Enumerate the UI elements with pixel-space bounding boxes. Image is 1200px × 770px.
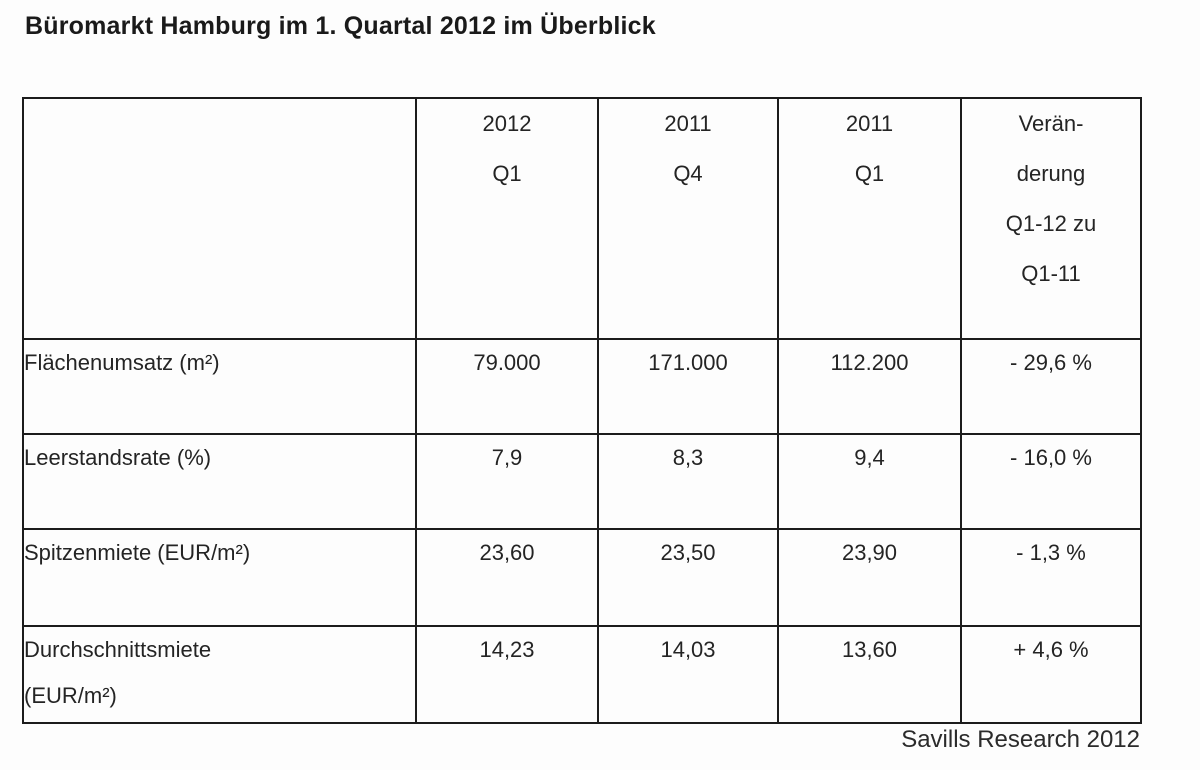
header-line: derung — [1016, 161, 1086, 186]
row-label: Flächenumsatz (m²) — [22, 338, 417, 435]
header-cell-2011-q1: 2011 Q1 — [777, 97, 962, 340]
cell-value: 14,03 — [597, 625, 779, 724]
cell-value: 171.000 — [597, 338, 779, 435]
row-label-line: Durchschnittsmiete — [24, 637, 212, 662]
page-title: Büromarkt Hamburg im 1. Quartal 2012 im … — [25, 12, 656, 40]
header-cell-2011-q4: 2011 Q4 — [597, 97, 779, 340]
row-label: Spitzenmiete (EUR/m²) — [22, 528, 417, 627]
row-label-line: (EUR/m²) — [24, 683, 117, 708]
header-line: Q1-11 — [1021, 261, 1081, 286]
cell-value: 13,60 — [777, 625, 962, 724]
header-line: Q1-12 zu — [1005, 211, 1097, 236]
header-line: Verän- — [1018, 111, 1084, 136]
header-line: Q1 — [492, 161, 522, 186]
row-label-line: Spitzenmiete (EUR/m²) — [24, 540, 251, 565]
header-line: 2011 — [845, 111, 894, 136]
row-label-line: Leerstandsrate (%) — [24, 445, 212, 470]
table-row-leerstandsrate: Leerstandsrate (%) 7,9 8,3 9,4 - 16,0 % — [22, 433, 1142, 530]
cell-value: 9,4 — [777, 433, 962, 530]
cell-value: 23,50 — [597, 528, 779, 627]
row-label: Durchschnittsmiete (EUR/m²) — [22, 625, 417, 724]
header-line: 2012 — [482, 111, 532, 136]
cell-value: 23,60 — [415, 528, 599, 627]
header-cell-change: Verän- derung Q1-12 zu Q1-11 — [960, 97, 1142, 340]
table-row-durchschnittsmiete: Durchschnittsmiete (EUR/m²) 14,23 14,03 … — [22, 625, 1142, 724]
header-line: Q4 — [673, 161, 703, 186]
row-label-line: Flächenumsatz (m²) — [24, 350, 220, 375]
header-line: 2011 — [664, 111, 712, 136]
source-credit: Savills Research 2012 — [901, 726, 1140, 753]
table-row-flaechenumsatz: Flächenumsatz (m²) 79.000 171.000 112.20… — [22, 338, 1142, 435]
table-header-row: 2012 Q1 2011 Q4 2011 Q1 Verän- derung Q1… — [22, 97, 1142, 340]
market-overview-table: 2012 Q1 2011 Q4 2011 Q1 Verän- derung Q1… — [22, 97, 1142, 724]
cell-value: 7,9 — [415, 433, 599, 530]
cell-change-value: - 1,3 % — [960, 528, 1142, 627]
cell-value: 79.000 — [415, 338, 599, 435]
header-line: Q1 — [854, 161, 885, 186]
header-cell-2012-q1: 2012 Q1 — [415, 97, 599, 340]
cell-value: 14,23 — [415, 625, 599, 724]
cell-value: 23,90 — [777, 528, 962, 627]
cell-change-value: + 4,6 % — [960, 625, 1142, 724]
cell-value: 8,3 — [597, 433, 779, 530]
cell-value: 112.200 — [777, 338, 962, 435]
cell-change-value: - 29,6 % — [960, 338, 1142, 435]
table-row-spitzenmiete: Spitzenmiete (EUR/m²) 23,60 23,50 23,90 … — [22, 528, 1142, 627]
header-cell-empty — [22, 97, 417, 340]
cell-change-value: - 16,0 % — [960, 433, 1142, 530]
row-label: Leerstandsrate (%) — [22, 433, 417, 530]
